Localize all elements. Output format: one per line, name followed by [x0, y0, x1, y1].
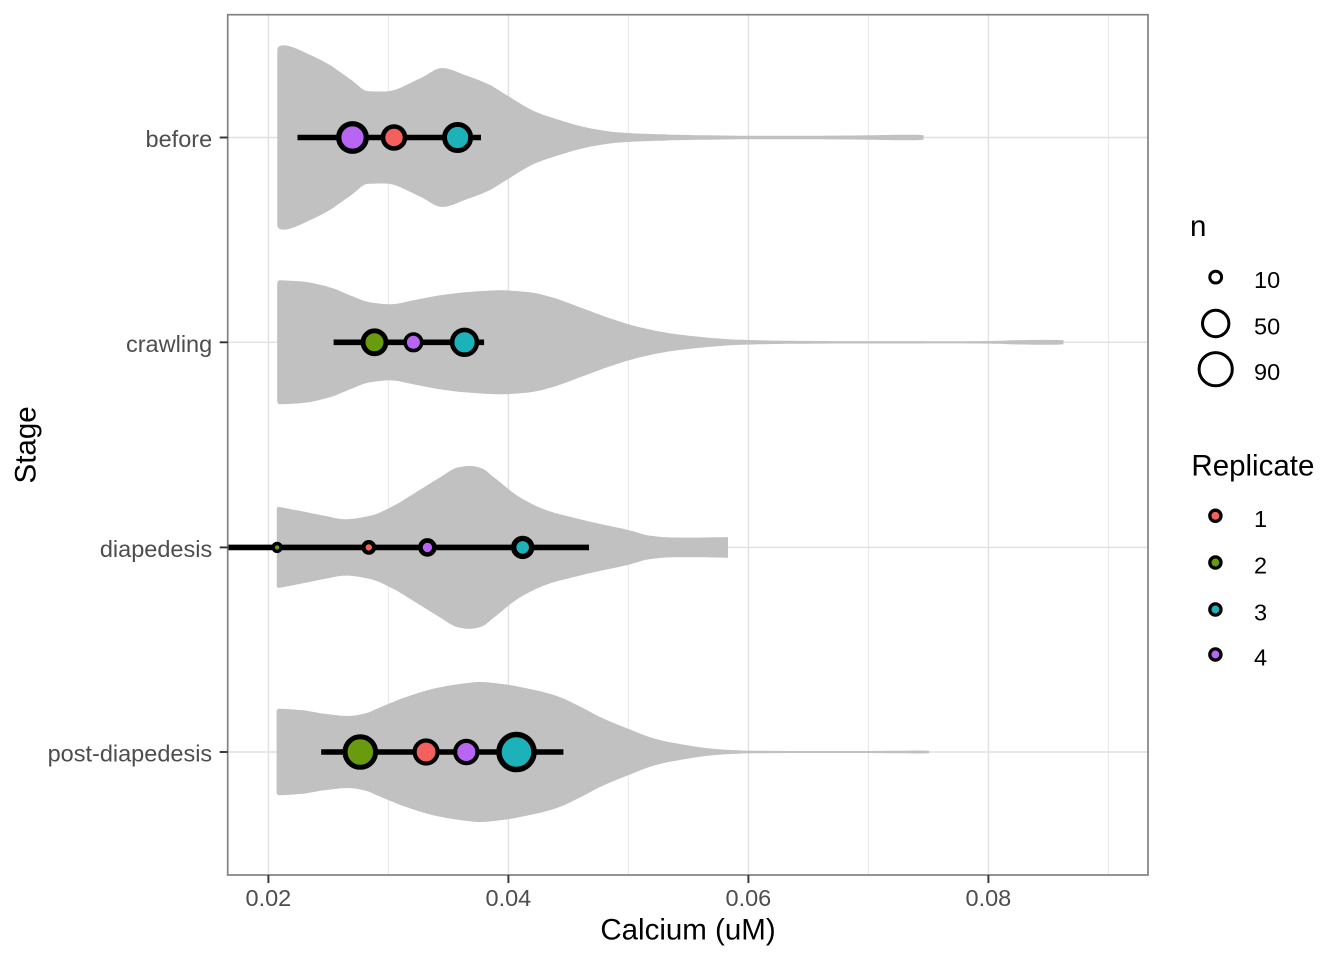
svg-text:Calcium (uM): Calcium (uM)	[600, 914, 775, 947]
svg-text:0.06: 0.06	[726, 885, 772, 911]
svg-text:0.04: 0.04	[486, 885, 532, 911]
svg-text:10: 10	[1254, 267, 1280, 293]
svg-text:diapedesis: diapedesis	[100, 536, 212, 562]
svg-text:n: n	[1190, 210, 1206, 243]
svg-text:2: 2	[1254, 553, 1267, 579]
svg-text:0.02: 0.02	[246, 885, 292, 911]
svg-text:1: 1	[1254, 506, 1267, 532]
svg-text:90: 90	[1254, 359, 1280, 385]
svg-text:Replicate: Replicate	[1191, 450, 1314, 483]
svg-text:crawling: crawling	[126, 331, 212, 357]
svg-text:0.08: 0.08	[966, 885, 1012, 911]
svg-text:4: 4	[1254, 645, 1267, 671]
svg-text:3: 3	[1254, 600, 1267, 626]
svg-text:50: 50	[1254, 314, 1280, 340]
svg-text:before: before	[146, 126, 213, 152]
svg-text:post-diapedesis: post-diapedesis	[48, 741, 213, 767]
svg-text:Stage: Stage	[10, 406, 43, 483]
